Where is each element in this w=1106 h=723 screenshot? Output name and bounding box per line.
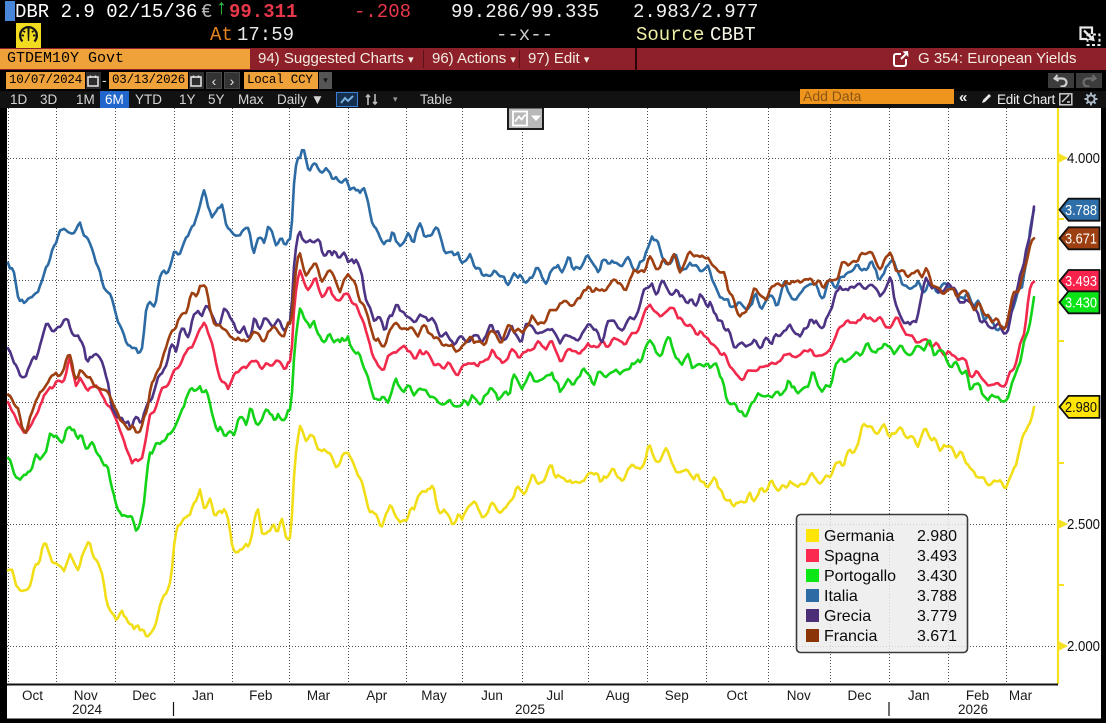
svg-text:2026: 2026 [958,702,988,717]
svg-text:3.788: 3.788 [917,588,957,605]
svg-text:Mar: Mar [1009,688,1033,703]
svg-text:Oct: Oct [726,688,747,703]
svg-text:Jan: Jan [908,688,930,703]
svg-text:2.500: 2.500 [1067,516,1100,533]
svg-text:Dec: Dec [847,688,871,703]
svg-text:Jun: Jun [481,688,503,703]
svg-text:3.430: 3.430 [1065,296,1097,312]
svg-text:Jan: Jan [192,688,214,703]
svg-text:3.779: 3.779 [917,608,957,625]
svg-text:3.493: 3.493 [1065,274,1097,290]
svg-text:3.788: 3.788 [1065,203,1097,219]
svg-text:Apr: Apr [366,688,388,703]
svg-text:Sep: Sep [665,688,689,703]
svg-text:3.493: 3.493 [917,548,957,565]
svg-text:Grecia: Grecia [824,608,871,625]
svg-text:Portogallo: Portogallo [824,568,896,585]
svg-text:Jul: Jul [546,688,563,703]
svg-text:Oct: Oct [22,688,43,703]
svg-text:Dec: Dec [132,688,156,703]
svg-text:Aug: Aug [606,688,630,703]
svg-text:Mar: Mar [307,688,331,703]
svg-text:3.671: 3.671 [1065,232,1097,248]
svg-text:2.000: 2.000 [1067,638,1100,655]
svg-text:3.430: 3.430 [917,568,957,585]
svg-text:3.671: 3.671 [917,628,957,645]
svg-text:Germania: Germania [824,528,894,545]
svg-text:2.980: 2.980 [917,528,957,545]
svg-text:2025: 2025 [515,702,545,717]
svg-text:2.980: 2.980 [1065,400,1097,416]
svg-text:May: May [421,688,447,703]
svg-text:Nov: Nov [74,688,98,703]
svg-text:Feb: Feb [966,688,989,703]
svg-text:Spagna: Spagna [824,548,879,565]
svg-text:4.000: 4.000 [1067,150,1100,167]
svg-text:Italia: Italia [824,588,858,605]
svg-text:Francia: Francia [824,628,877,645]
svg-text:2024: 2024 [72,702,103,717]
svg-text:Nov: Nov [787,688,811,703]
svg-text:Feb: Feb [249,688,272,703]
